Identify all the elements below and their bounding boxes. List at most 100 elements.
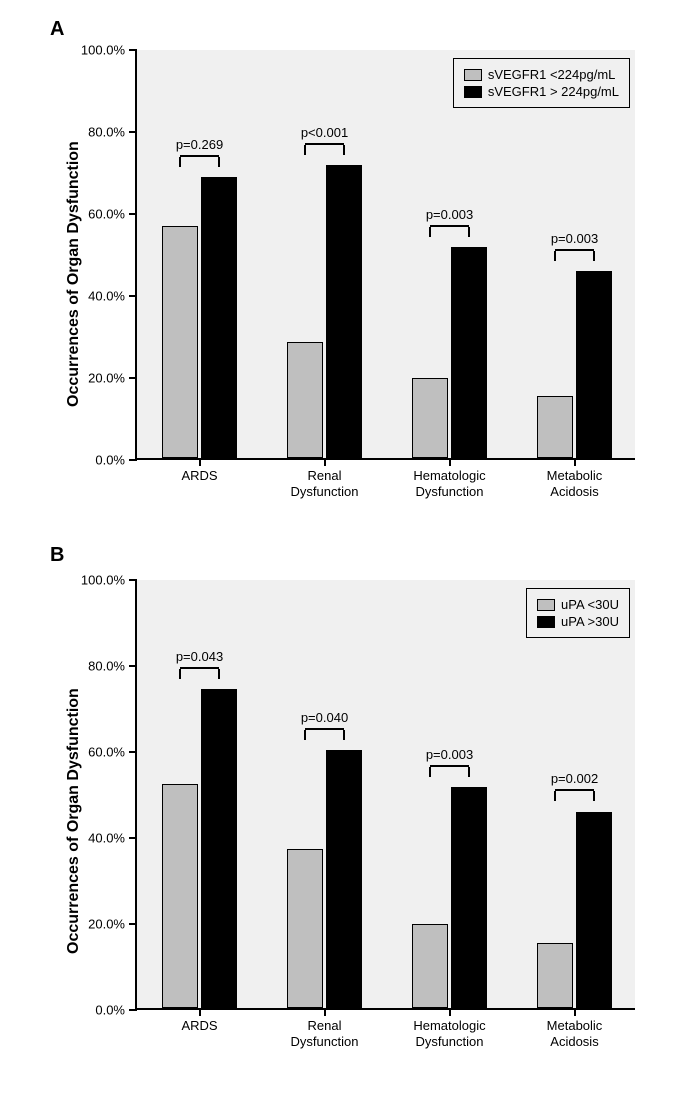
y-tick <box>129 1009 137 1011</box>
y-tick-label: 20.0% <box>88 917 125 932</box>
bar <box>162 784 198 1008</box>
y-tick-label: 80.0% <box>88 125 125 140</box>
y-tick-label: 80.0% <box>88 659 125 674</box>
p-value-label: p=0.040 <box>301 710 348 725</box>
legend-swatch <box>537 599 555 611</box>
bar <box>576 812 612 1009</box>
y-tick-label: 20.0% <box>88 371 125 386</box>
x-tick <box>574 1008 576 1016</box>
y-tick <box>129 579 137 581</box>
x-tick <box>199 458 201 466</box>
p-value-label: p=0.003 <box>551 231 598 246</box>
bar <box>576 271 612 458</box>
x-tick-label: Metabolic Acidosis <box>512 468 637 499</box>
p-value-label: p=0.003 <box>426 207 473 222</box>
p-bracket-leg <box>554 791 556 801</box>
y-tick-label: 60.0% <box>88 207 125 222</box>
x-tick-label: Hematologic Dysfunction <box>387 1018 512 1049</box>
x-tick <box>449 458 451 466</box>
y-tick-label: 40.0% <box>88 289 125 304</box>
p-bracket-leg <box>468 767 470 777</box>
p-value-label: p=0.043 <box>176 649 223 664</box>
x-tick <box>324 458 326 466</box>
p-bracket <box>180 667 219 669</box>
p-value-label: p=0.003 <box>426 747 473 762</box>
y-tick <box>129 751 137 753</box>
p-bracket <box>180 155 219 157</box>
p-bracket-leg <box>429 227 431 237</box>
y-tick <box>129 295 137 297</box>
legend-label: sVEGFR1 > 224pg/mL <box>488 84 619 99</box>
p-bracket-leg <box>554 251 556 261</box>
x-tick-label: ARDS <box>137 1018 262 1034</box>
panel-b: B0.0%20.0%40.0%60.0%80.0%100.0%ARDSp=0.0… <box>0 540 685 1099</box>
y-tick <box>129 923 137 925</box>
bar <box>326 750 362 1008</box>
plot-area-b: 0.0%20.0%40.0%60.0%80.0%100.0%ARDSp=0.04… <box>135 580 635 1010</box>
bar <box>201 689 237 1008</box>
y-tick <box>129 131 137 133</box>
panel-label-a: A <box>50 18 64 41</box>
y-tick-label: 40.0% <box>88 831 125 846</box>
legend-label: uPA <30U <box>561 597 619 612</box>
p-bracket-leg <box>179 157 181 167</box>
p-bracket-leg <box>593 791 595 801</box>
legend-label: sVEGFR1 <224pg/mL <box>488 67 616 82</box>
p-bracket <box>430 225 469 227</box>
y-axis-label: Occurrences of Organ Dysfunction <box>65 141 83 407</box>
p-bracket-leg <box>179 669 181 679</box>
bar <box>162 226 198 458</box>
y-tick-label: 100.0% <box>81 573 125 588</box>
legend-item: uPA >30U <box>537 614 619 629</box>
legend-label: uPA >30U <box>561 614 619 629</box>
x-tick-label: Metabolic Acidosis <box>512 1018 637 1049</box>
bar <box>412 924 448 1008</box>
x-tick-label: Hematologic Dysfunction <box>387 468 512 499</box>
panel-label-b: B <box>50 544 64 567</box>
legend-item: uPA <30U <box>537 597 619 612</box>
p-bracket-leg <box>468 227 470 237</box>
legend-swatch <box>464 86 482 98</box>
bar <box>412 378 448 458</box>
y-tick <box>129 49 137 51</box>
p-bracket-leg <box>343 145 345 155</box>
bar <box>451 787 487 1008</box>
x-tick <box>324 1008 326 1016</box>
legend-item: sVEGFR1 <224pg/mL <box>464 67 619 82</box>
y-tick-label: 60.0% <box>88 745 125 760</box>
legend-swatch <box>464 69 482 81</box>
p-bracket <box>555 249 594 251</box>
x-tick-label: Renal Dysfunction <box>262 468 387 499</box>
p-bracket <box>305 143 344 145</box>
p-bracket-leg <box>218 157 220 167</box>
bar <box>326 165 362 458</box>
p-bracket-leg <box>593 251 595 261</box>
legend: sVEGFR1 <224pg/mL sVEGFR1 > 224pg/mL <box>453 58 630 108</box>
panel-a: A 0.0% 20.0% 40.0% 60.0% 80.0% 100.0% ARDS p=0.2… <box>0 0 685 540</box>
p-bracket <box>555 789 594 791</box>
legend: uPA <30U uPA >30U <box>526 588 630 638</box>
bar <box>537 396 573 458</box>
x-tick-label: Renal Dysfunction <box>262 1018 387 1049</box>
x-tick-label: ARDS <box>137 468 262 484</box>
y-axis-label: Occurrences of Organ Dysfunction <box>65 688 83 954</box>
p-bracket <box>305 728 344 730</box>
y-tick <box>129 837 137 839</box>
p-value-label: p=0.269 <box>176 137 223 152</box>
p-value-label: p=0.002 <box>551 771 598 786</box>
y-tick <box>129 377 137 379</box>
y-tick <box>129 213 137 215</box>
p-value-label: p<0.001 <box>301 125 348 140</box>
x-tick <box>449 1008 451 1016</box>
y-tick-label: 100.0% <box>81 43 125 58</box>
bar <box>201 177 237 458</box>
x-tick <box>574 458 576 466</box>
legend-swatch <box>537 616 555 628</box>
p-bracket-leg <box>218 669 220 679</box>
bar <box>287 849 323 1008</box>
y-tick-label: 0.0% <box>95 453 125 468</box>
legend-item: sVEGFR1 > 224pg/mL <box>464 84 619 99</box>
bar <box>451 247 487 458</box>
y-tick-label: 0.0% <box>95 1003 125 1018</box>
y-tick <box>129 665 137 667</box>
